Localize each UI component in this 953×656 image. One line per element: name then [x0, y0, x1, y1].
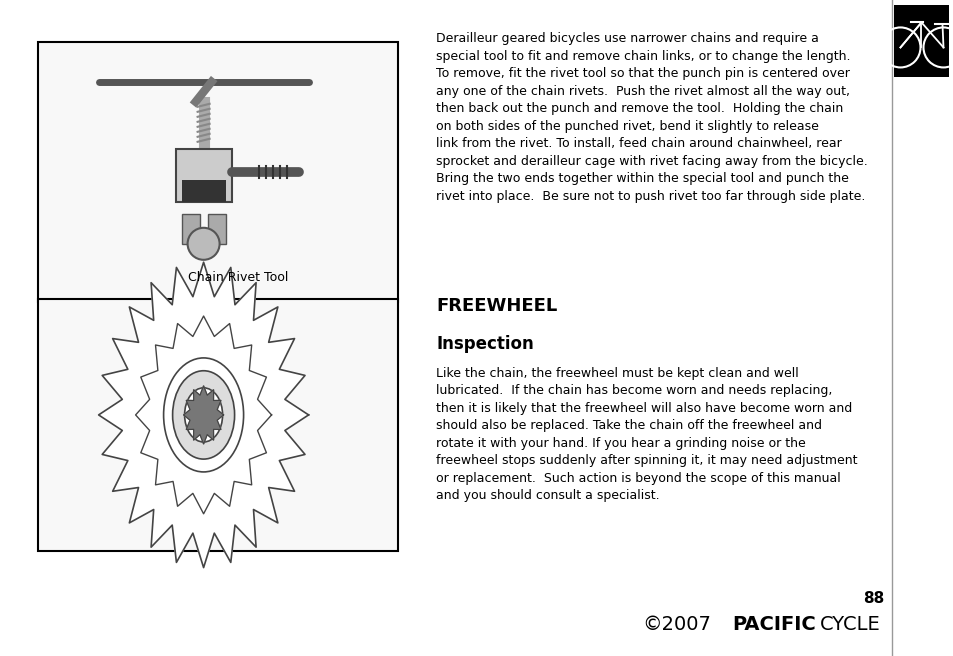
Text: CYCLE: CYCLE	[820, 615, 880, 634]
Polygon shape	[135, 316, 272, 514]
Text: Inspection: Inspection	[436, 335, 533, 353]
Bar	[38, 42, 397, 302]
Bar	[181, 180, 225, 202]
Ellipse shape	[172, 371, 234, 459]
Bar	[38, 299, 397, 551]
Text: Like the chain, the freewheel must be kept clean and well
lubricated.  If the ch: Like the chain, the freewheel must be ke…	[436, 367, 857, 502]
Text: FREEWHEEL: FREEWHEEL	[436, 297, 557, 315]
Text: Chain Rivet Tool: Chain Rivet Tool	[188, 271, 289, 284]
Bar	[208, 214, 225, 244]
Polygon shape	[98, 262, 308, 567]
Circle shape	[188, 228, 219, 260]
Text: PACIFIC: PACIFIC	[731, 615, 815, 634]
Text: 88: 88	[862, 591, 883, 606]
Bar	[175, 149, 232, 202]
Text: ©2007: ©2007	[641, 615, 710, 634]
Text: Derailleur geared bicycles use narrower chains and require a
special tool to fit: Derailleur geared bicycles use narrower …	[436, 32, 867, 203]
Ellipse shape	[185, 388, 222, 442]
Bar	[893, 5, 948, 77]
Ellipse shape	[163, 358, 243, 472]
Bar	[181, 214, 199, 244]
Polygon shape	[183, 386, 223, 444]
